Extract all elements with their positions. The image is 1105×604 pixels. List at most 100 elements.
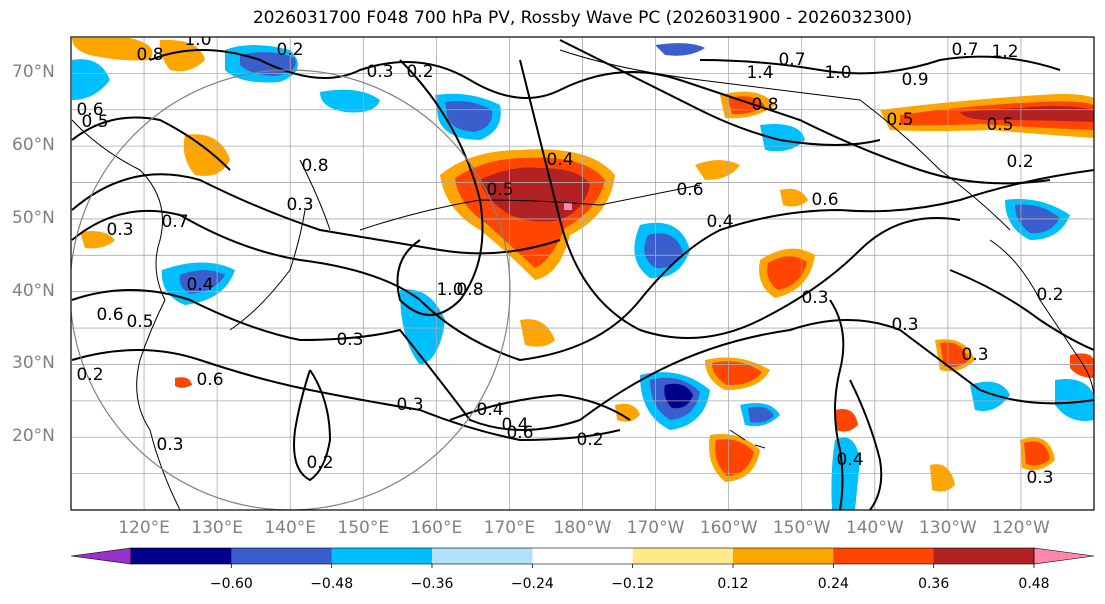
coast-asia-east xyxy=(71,119,181,510)
longitude-label: 160°W xyxy=(699,518,758,538)
longitude-label: 120°W xyxy=(992,518,1050,538)
shade-pos-5 xyxy=(183,134,230,176)
shade-pos-3 xyxy=(72,38,153,61)
contour-label: 0.4 xyxy=(186,275,213,295)
shade-pos-11b xyxy=(1024,441,1050,466)
contour-label: 0.6 xyxy=(811,190,838,210)
colorbar-extend-high xyxy=(1033,547,1095,565)
shade-pos-13 xyxy=(80,231,115,249)
contour-label: 0.3 xyxy=(286,195,313,215)
contour-label: 0.2 xyxy=(276,40,303,60)
contour-label: 1.2 xyxy=(991,42,1018,62)
latitude-label: 30°N xyxy=(12,353,55,374)
contour-label: 0.4 xyxy=(501,415,528,435)
colorbar-tick-label: −0.12 xyxy=(611,576,655,592)
shade-pos-17 xyxy=(615,403,640,422)
colorbar-frame xyxy=(130,547,1035,565)
colorbar-segment xyxy=(432,548,533,564)
contour-label: 0.6 xyxy=(96,305,123,325)
latitude-label: 40°N xyxy=(12,280,55,301)
coast-kamchatka xyxy=(299,159,331,231)
shade-neg-13 xyxy=(760,124,805,152)
shade-pos-19 xyxy=(930,464,955,492)
contour-15 xyxy=(949,269,1094,351)
contour-label: 0.5 xyxy=(986,115,1013,135)
longitude-label: 180°W xyxy=(553,518,612,538)
shade-neg-4 xyxy=(72,59,110,100)
shade-neg-15b xyxy=(748,406,774,423)
contour-label: 0.3 xyxy=(156,435,183,455)
longitude-label: 160°E xyxy=(410,518,463,538)
contour-label: 0.3 xyxy=(366,62,393,82)
longitude-label: 170°E xyxy=(483,518,536,538)
contour-label: 1.4 xyxy=(746,63,773,83)
reference-circle xyxy=(71,69,511,510)
contour-label: 0.7 xyxy=(951,40,978,60)
shade-neg-2 xyxy=(320,89,380,113)
contour-label: 0.3 xyxy=(801,288,828,308)
shade-pos-15 xyxy=(1070,353,1094,378)
colorbar-segment xyxy=(733,548,834,564)
longitude-label: 140°W xyxy=(845,518,904,538)
colorbar-segment xyxy=(131,548,232,564)
shade-pos-10b xyxy=(940,342,969,368)
contour-label: 0.5 xyxy=(886,110,913,130)
map-frame xyxy=(70,36,1095,511)
contour-label: 0.8 xyxy=(751,95,778,115)
colorbar-tick-label: 0.12 xyxy=(717,576,749,592)
longitude-label: 120°E xyxy=(118,518,170,538)
contour-label: 0.9 xyxy=(901,70,928,90)
contour-label: 0.5 xyxy=(486,180,513,200)
colorbar-tick-label: −0.24 xyxy=(510,576,554,592)
contour-label: 0.2 xyxy=(1006,152,1033,172)
contour-3 xyxy=(71,289,1094,431)
contour-labels: 0.80.50.21.01.20.3 0.2 1.0 0.90.71.40.70.80… xyxy=(76,37,1063,488)
colorbar-segment xyxy=(331,548,433,564)
colorbar-tick-label: 0.36 xyxy=(918,576,950,592)
shade-pos-12 xyxy=(520,319,555,347)
colorbar-segment xyxy=(933,548,1035,564)
latitude-label: 70°N xyxy=(12,62,55,83)
contour-label: 0.6 xyxy=(676,180,703,200)
contour-13 xyxy=(293,369,332,482)
contour-label: 0.2 xyxy=(306,453,333,473)
colorbar-tick-label: −0.48 xyxy=(310,576,354,592)
contour-label: 0.3 xyxy=(106,220,133,240)
colorbar-segment xyxy=(833,548,935,564)
contour-label: 0.3 xyxy=(396,395,423,415)
colorbar-tick-label: −0.60 xyxy=(209,576,253,592)
contour-5 xyxy=(149,49,1051,185)
contour-label: 0.3 xyxy=(891,315,918,335)
contour-label: 0.8 xyxy=(301,156,328,176)
colorbar-tick-label: 0.24 xyxy=(817,576,849,592)
coast-na-west xyxy=(989,239,1094,401)
longitude-label: 130°E xyxy=(191,518,243,538)
contour-7 xyxy=(519,59,961,339)
shade-neg-6b xyxy=(179,270,225,294)
shade-neg-5 xyxy=(655,43,705,56)
contour-label: 0.4 xyxy=(546,150,573,170)
shade-pos-14 xyxy=(780,188,808,207)
colorbar-tick-label: 0.48 xyxy=(1018,576,1050,592)
contour-label: 1.0 xyxy=(436,280,463,300)
contour-label: 0.7 xyxy=(778,50,805,70)
latitude-label: 50°N xyxy=(12,207,55,228)
longitude-label: 140°E xyxy=(264,518,317,538)
shade-pos-8b xyxy=(712,361,762,386)
longitude-label: 170°W xyxy=(626,518,685,538)
contour-4 xyxy=(71,349,621,442)
contour-label: 0.4 xyxy=(476,400,503,420)
contour-label: 0.3 xyxy=(961,345,988,365)
contour-label: 0.3 xyxy=(336,330,363,350)
coast-japan xyxy=(229,209,306,331)
contour-label: 0.7 xyxy=(161,212,188,232)
coastlines xyxy=(71,49,1094,510)
contour-label: 0.4 xyxy=(706,212,733,232)
shade-pos-1d xyxy=(564,202,572,210)
contour-label: 0.5 xyxy=(81,112,108,132)
shade-pos-16 xyxy=(835,409,858,432)
contour-14 xyxy=(449,393,631,421)
colorbar-segment xyxy=(632,548,734,564)
contour-10 xyxy=(829,299,845,510)
contour-label: 0.8 xyxy=(456,280,483,300)
